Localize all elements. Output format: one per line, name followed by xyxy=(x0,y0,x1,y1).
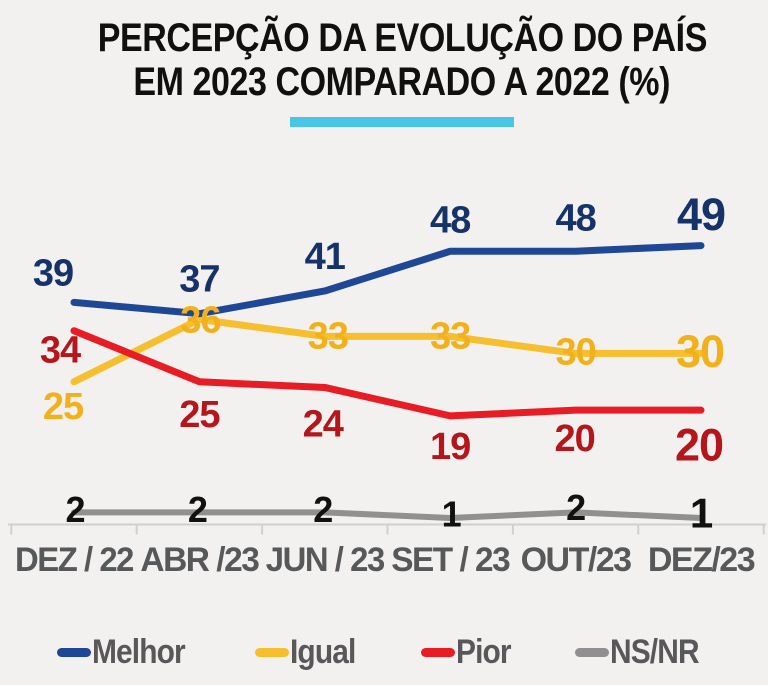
melhor-value-label: 48 xyxy=(430,199,470,241)
igual-value-label: 33 xyxy=(430,315,470,357)
igual-value-label: 30 xyxy=(676,326,724,377)
pior-line xyxy=(70,327,705,420)
title-underline-accent xyxy=(290,117,514,127)
x-tick-label: ABR /23 xyxy=(140,541,259,579)
x-tick-label: OUT/23 xyxy=(521,541,632,579)
chart-title-line1-text: PERCEPÇÃO DA EVOLUÇÃO DO PAÍS xyxy=(97,16,707,60)
ns-nr-value-label: 2 xyxy=(313,489,332,530)
ns-nr-value-label: 1 xyxy=(690,490,713,537)
legend-item-pior: Pior xyxy=(420,633,518,672)
pior-value-label: 34 xyxy=(40,330,81,372)
chart-title: PERCEPÇÃO DA EVOLUÇÃO DO PAÍS EM 2023 CO… xyxy=(0,16,768,104)
legend-label-igual: Igual xyxy=(289,633,356,671)
igual-value-label: 25 xyxy=(43,386,84,428)
ns-nr-value-label: 2 xyxy=(566,487,585,528)
chart-title-line1: PERCEPÇÃO DA EVOLUÇÃO DO PAÍS xyxy=(36,16,768,60)
igual-value-label: 36 xyxy=(180,299,220,341)
igual-value-label: 30 xyxy=(555,331,595,373)
melhor-value-label: 39 xyxy=(33,252,73,294)
legend-label-pior: Pior xyxy=(455,633,512,671)
legend-item-igual: Igual xyxy=(254,633,364,672)
ns-nr-value-label: 2 xyxy=(65,489,84,530)
x-tick-label: JUN / 23 xyxy=(266,541,385,579)
pior-legend-swatch xyxy=(420,648,455,657)
melhor-value-label: 41 xyxy=(305,236,346,278)
melhor-value-label: 48 xyxy=(555,197,595,239)
melhor-value-label: 49 xyxy=(677,189,725,240)
igual-legend-swatch xyxy=(254,648,289,657)
legend-label-melhor: Melhor xyxy=(92,633,186,671)
igual-line xyxy=(70,315,705,386)
x-tick-label: SET / 23 xyxy=(391,541,510,579)
chart-legend: Melhor Igual Pior NS/NR xyxy=(0,633,768,672)
melhor-line xyxy=(70,242,705,318)
ns-nr-value-label: 1 xyxy=(442,494,462,535)
legend-item-melhor: Melhor xyxy=(57,633,197,672)
legend-item-ns-nr: NS/NR xyxy=(575,633,711,672)
igual-value-label: 33 xyxy=(308,315,348,357)
pior-value-label: 20 xyxy=(554,418,594,460)
legend-label-ns-nr: NS/NR xyxy=(610,633,700,671)
pior-value-label: 25 xyxy=(179,394,220,436)
x-tick-label: DEZ / 22 xyxy=(15,541,134,579)
pior-value-label: 19 xyxy=(430,426,470,468)
pior-value-label: 24 xyxy=(303,403,344,445)
ns-nr-legend-swatch xyxy=(575,648,610,657)
melhor-legend-swatch xyxy=(57,648,92,657)
chart-title-line2-text: EM 2023 COMPARADO A 2022 (%) xyxy=(133,60,671,104)
ns-nr-line xyxy=(71,509,704,522)
x-tick-label: DEZ/23 xyxy=(648,541,755,579)
melhor-value-label: 37 xyxy=(179,259,219,301)
chart-title-line2: EM 2023 COMPARADO A 2022 (%) xyxy=(36,60,768,104)
ns-nr-value-label: 2 xyxy=(188,489,207,530)
line-chart: 25 36 33 33 30 30 34 25 24 19 20 20 39 37 41 48 48 49 2 2 2 1… xyxy=(8,189,766,579)
pior-value-label: 20 xyxy=(675,420,723,471)
